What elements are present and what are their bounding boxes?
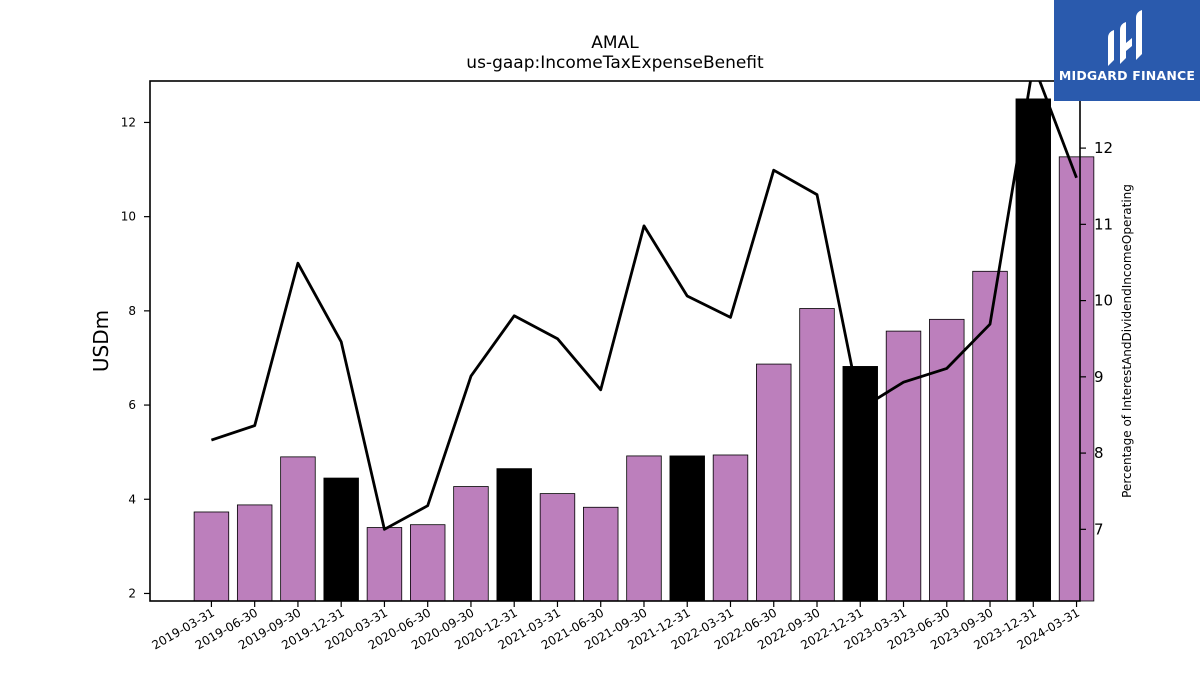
bar-2021-12-31 [669,455,705,602]
line-series [210,81,1078,531]
y-tick-label-left-10: 10 [121,210,136,224]
x-axis: 2019-03-312019-06-302019-09-302019-12-31… [150,601,1082,652]
bar-2019-09-30 [280,456,316,602]
bar-2021-09-30 [626,455,662,602]
chart-subtitle: us-gaap:IncomeTaxExpenseBenefit [466,53,764,73]
bar-2021-03-31 [539,493,576,602]
line-layer [210,81,1078,531]
y-tick-label-left-8: 8 [128,304,136,318]
bar-2019-06-30 [236,504,273,602]
y-axis-left: 2 4 6 8 10 12 [121,115,150,600]
bar-2022-03-31 [712,454,749,602]
bar-2019-12-31 [323,477,359,602]
y-tick-label-left-4: 4 [128,492,136,506]
y-tick-label-right-12: 12 [1094,139,1113,157]
y-tick-label-right-8: 8 [1094,444,1104,462]
bar-2022-06-30 [756,363,792,602]
bar-2020-06-30 [409,524,446,602]
bar-2022-09-30 [799,308,835,602]
y-axis-label-left: USDm [89,310,113,372]
y-axis-right: 7 8 9 10 11 12 [1080,139,1113,538]
plot-frame [149,80,1081,602]
bar-2021-06-30 [583,506,619,602]
y-tick-label-left-2: 2 [128,586,136,600]
bars-layer [193,98,1095,602]
bar-2023-06-30 [929,318,965,602]
brand-name: MIDGARD FINANCE [1058,68,1196,83]
y-tick-label-right-11: 11 [1094,215,1113,233]
y-tick-label-right-10: 10 [1094,292,1113,310]
y-tick-label-left-12: 12 [121,115,136,129]
y-tick-label-right-9: 9 [1094,368,1104,386]
bar-2019-03-31 [193,511,230,602]
bar-2020-12-31 [496,468,532,602]
y-tick-label-right-7: 7 [1094,520,1104,538]
brand-logo: MIDGARD FINANCE [1054,0,1200,101]
y-tick-label-left-6: 6 [128,398,136,412]
bar-2023-12-31 [1015,98,1051,602]
bar-2023-03-31 [885,330,922,602]
bar-2023-09-30 [972,270,1008,602]
chart-title: AMAL [591,33,639,53]
midgard-logo-icon [1108,10,1142,66]
y-axis-label-right: Percentage of InterestAndDividendIncomeO… [1120,184,1134,498]
bar-2024-03-31 [1058,156,1095,602]
bar-2020-09-30 [453,486,489,602]
bar-2020-03-31 [366,527,403,602]
